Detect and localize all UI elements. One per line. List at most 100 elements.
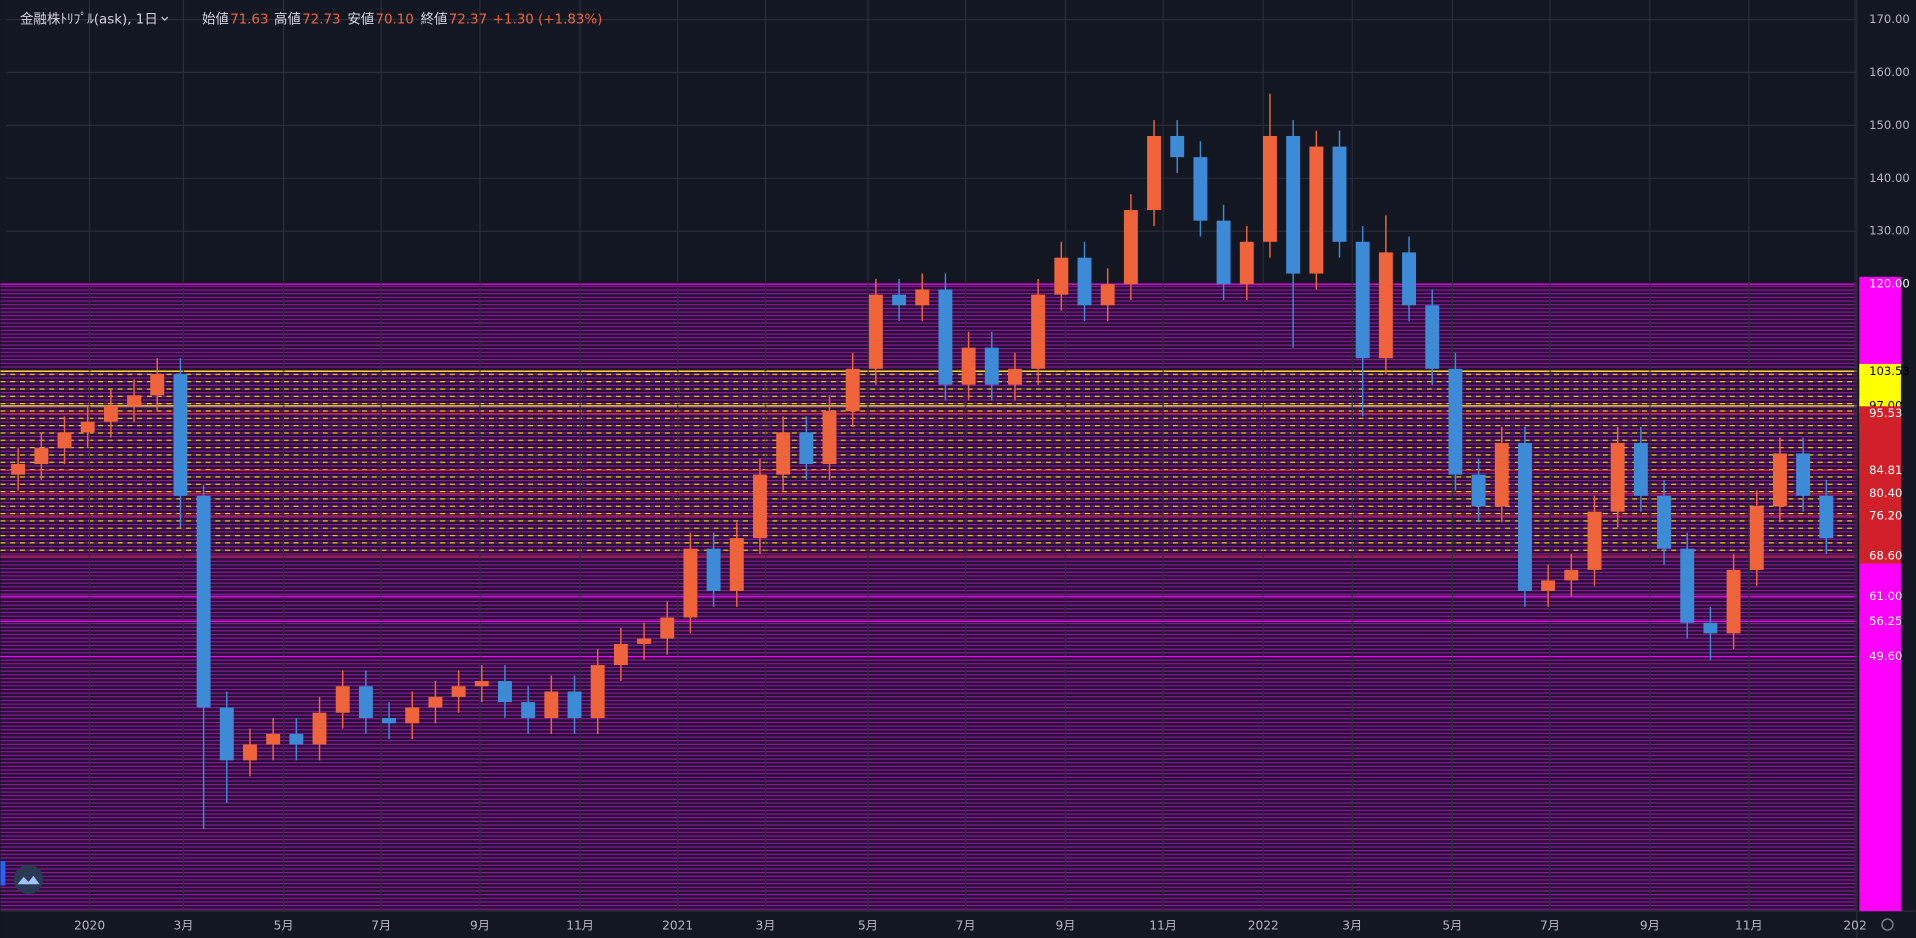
level-label-bg [1859, 649, 1901, 664]
candle-body [892, 294, 907, 306]
level-label: 103.53 [1869, 364, 1910, 378]
candle-body [567, 691, 582, 719]
candle-body [1402, 252, 1417, 306]
level-label: 61.00 [1869, 589, 1902, 603]
candle-body [1610, 442, 1625, 512]
candle-body [1378, 252, 1393, 359]
candle-body [1494, 442, 1509, 507]
level-label-bg [1859, 363, 1901, 379]
candle-body [173, 374, 188, 496]
candle-body [1425, 305, 1440, 369]
candle-body [753, 474, 767, 539]
level-label-bg [1859, 486, 1901, 501]
open-value: 71.63 [230, 13, 268, 28]
change-value: +1.30 (+1.83%) [493, 13, 603, 28]
candle-body [1448, 368, 1463, 475]
grid [6, 0, 1857, 912]
candle-body [1355, 241, 1370, 359]
candle-body [729, 538, 744, 592]
x-tick-label: 5月 [858, 918, 878, 932]
level-label-bg [1859, 462, 1901, 478]
x-tick-label: 2022 [1248, 918, 1279, 932]
level-label: 80.40 [1869, 486, 1902, 500]
candle-body [845, 368, 860, 412]
candle-body [1587, 511, 1602, 570]
candle-body [868, 294, 883, 369]
y-tick-label: 170.00 [1869, 12, 1910, 26]
candle-body [1193, 157, 1208, 221]
candle-body [289, 733, 304, 745]
candle-body [1518, 442, 1532, 592]
x-tick-label: 3月 [756, 918, 776, 932]
logo-tab [0, 861, 6, 886]
candle-body [1123, 210, 1138, 285]
logo[interactable] [0, 861, 44, 895]
settings-icon[interactable] [1881, 918, 1894, 931]
candle-body [1332, 146, 1347, 242]
x-tick-label: 11月 [1149, 918, 1177, 932]
x-tick-label: 3月 [173, 918, 193, 932]
x-tick-label: 11月 [1735, 918, 1763, 932]
candle-body [776, 432, 791, 475]
candle-body [243, 744, 257, 761]
candle-body [266, 733, 281, 745]
candle-body [544, 691, 559, 719]
candle-body [11, 464, 26, 475]
candle-body [1703, 622, 1718, 634]
x-tick-label: 7月 [956, 918, 976, 932]
candle-body [1008, 368, 1022, 385]
y-tick-label: 160.00 [1869, 65, 1910, 79]
candle-body [1772, 453, 1787, 507]
candle-body [590, 665, 605, 719]
candle-body [1077, 257, 1092, 306]
candle-body [683, 548, 698, 618]
candle-body [1726, 569, 1741, 634]
candle-body [1216, 220, 1231, 285]
candle-body [1100, 284, 1115, 306]
candle-body [706, 548, 721, 592]
dropdown-icon[interactable] [161, 16, 169, 22]
candle-body [1054, 257, 1069, 295]
candle-body [405, 707, 420, 724]
low-value: 70.10 [375, 13, 413, 28]
candle-body [1749, 506, 1764, 570]
x-tick-label: 7月 [371, 918, 391, 932]
gear [1881, 918, 1894, 931]
candle-body [521, 702, 536, 719]
x-tick-label: 9月 [1056, 918, 1076, 932]
candle-body [1471, 474, 1486, 507]
candle-body [1239, 241, 1254, 285]
x-tick-label: 9月 [1640, 918, 1660, 932]
candle-body [984, 347, 999, 385]
candle-body [637, 638, 652, 644]
y-tick-label: 140.00 [1869, 171, 1910, 185]
candle-body [1680, 548, 1695, 623]
high-label: 高値 [274, 11, 301, 28]
level-label-bg [1859, 588, 1901, 604]
close-label: 終値 [421, 12, 448, 28]
candle-body [1286, 135, 1301, 274]
candle-body [1657, 495, 1672, 549]
level-label: 68.60 [1869, 549, 1902, 563]
candle-body [822, 411, 837, 465]
candle-body [335, 686, 350, 713]
level-label: 56.25 [1869, 614, 1902, 628]
high-value: 72.73 [302, 13, 340, 28]
candle-body [1170, 135, 1185, 158]
candle-body [358, 686, 373, 719]
candle-body [1819, 495, 1834, 539]
candle-body [103, 405, 118, 422]
level-label-bg [1859, 276, 1901, 292]
level-label-bg [1859, 548, 1901, 564]
candle-body [382, 718, 397, 724]
candle-body [498, 680, 512, 703]
candle-body [57, 432, 72, 449]
candle-body [474, 680, 489, 687]
level-label: 95.53 [1869, 406, 1902, 420]
candle-body [428, 696, 443, 708]
x-tick-label: 7月 [1540, 918, 1560, 932]
x-tick-label: 9月 [470, 918, 490, 932]
x-tick-label: 3月 [1342, 918, 1362, 932]
